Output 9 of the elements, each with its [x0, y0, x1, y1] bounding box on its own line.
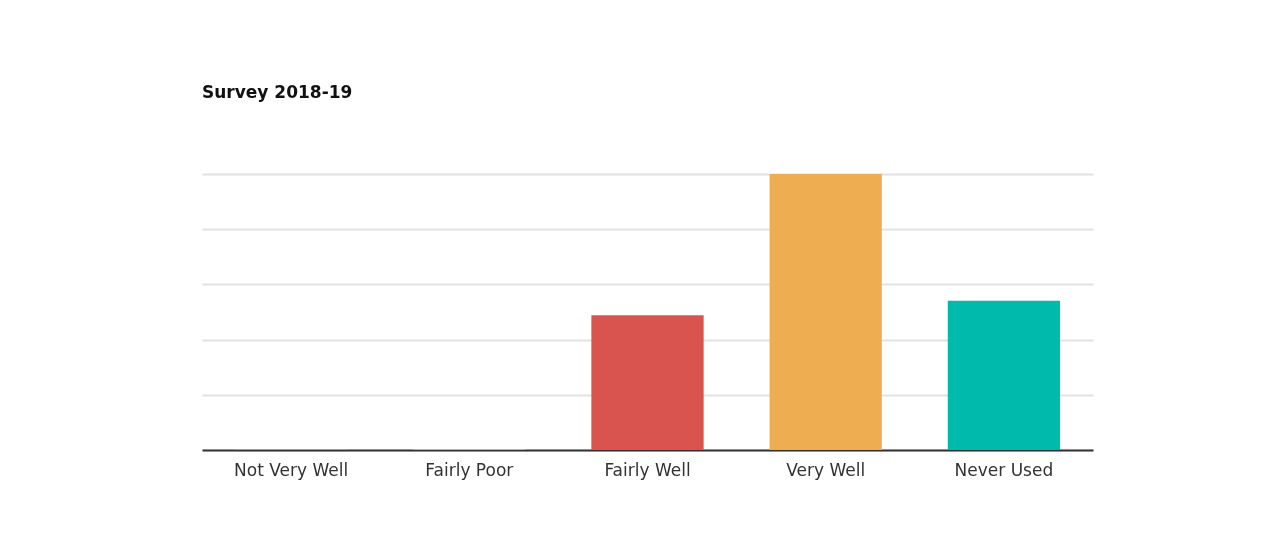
x-tick-label: Never Used — [954, 459, 1054, 480]
chart-title: Survey 2018-19 — [202, 82, 353, 102]
x-tick-label: Fairly Poor — [425, 459, 514, 480]
bar — [769, 174, 882, 450]
x-tick-label: Very Well — [786, 459, 866, 480]
x-tick-label: Fairly Well — [604, 459, 691, 480]
bar — [591, 315, 704, 450]
bar — [947, 300, 1061, 450]
x-tick-label: Not Very Well — [234, 459, 349, 480]
